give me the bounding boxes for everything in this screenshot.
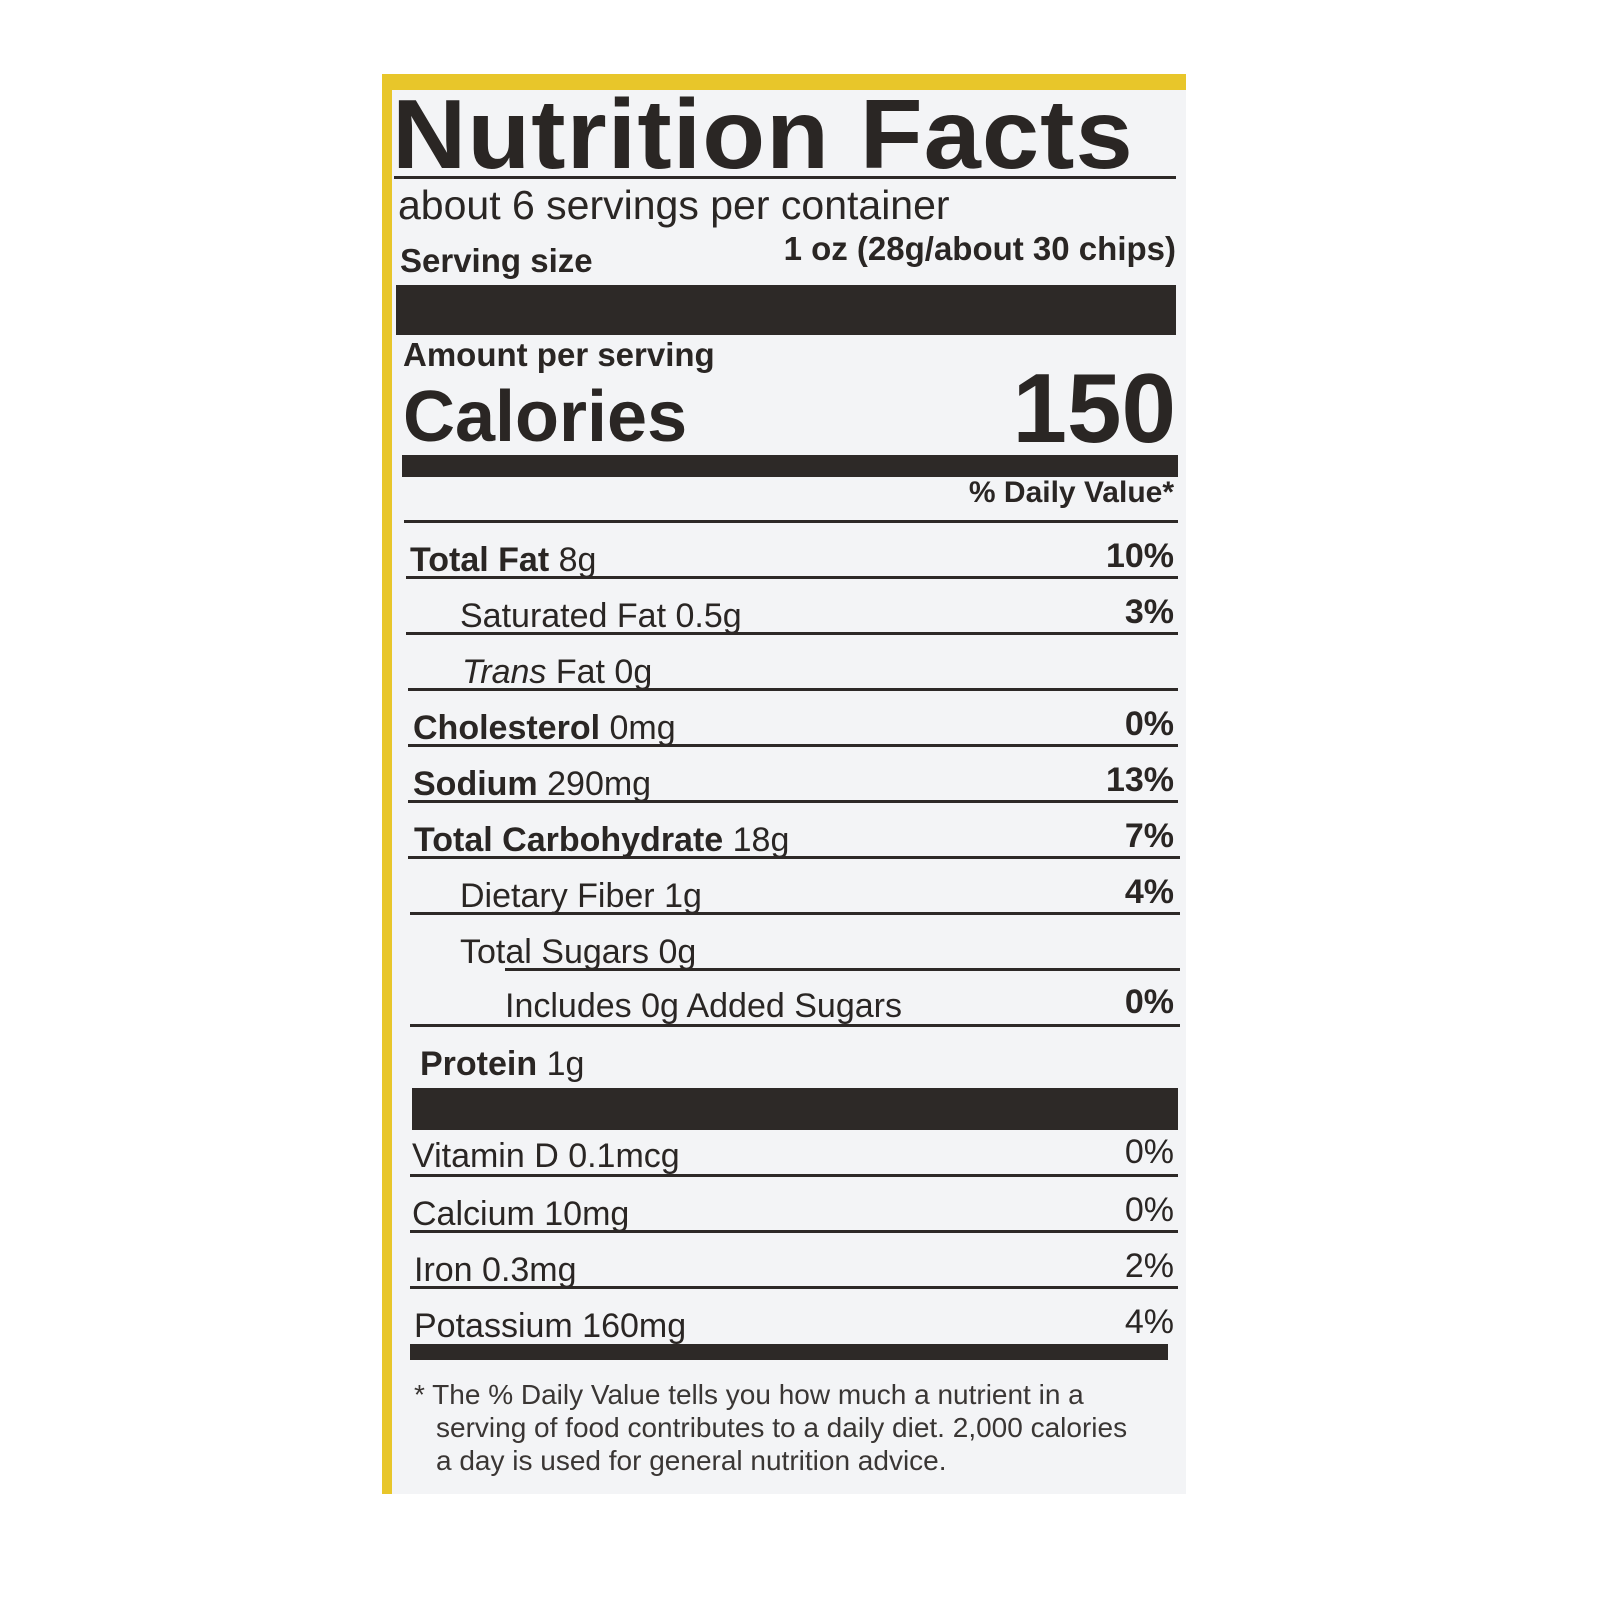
nutrient-row-cholesterol: Cholesterol 0mg 0% — [413, 705, 1174, 747]
daily-value-header: % Daily Value* — [968, 476, 1174, 509]
serving-size-label: Serving size — [400, 242, 593, 279]
divider — [394, 176, 1176, 179]
nutrient-row-total-fat: Total Fat 8g 10% — [410, 537, 1174, 579]
label-title: Nutrition Facts — [392, 79, 1134, 189]
thick-bar — [412, 1088, 1178, 1130]
footnote: * The % Daily Value tells you how much a… — [414, 1378, 1154, 1477]
nutrient-row-sodium: Sodium 290mg 13% — [413, 761, 1174, 803]
amount-per-serving: Amount per serving — [403, 336, 715, 373]
thick-bar — [396, 285, 1176, 335]
divider — [410, 1286, 1178, 1289]
package-yellow-edge-left — [382, 74, 392, 1494]
calories-label: Calories — [403, 377, 688, 457]
vitamin-row-calcium: Calcium 10mg 0% — [412, 1191, 1174, 1233]
divider — [410, 912, 1180, 915]
vitamin-row-iron: Iron 0.3mg 2% — [414, 1247, 1174, 1289]
footnote-line: * The % Daily Value tells you how much a… — [414, 1379, 1084, 1410]
divider — [406, 632, 1178, 635]
divider — [505, 968, 1180, 971]
nutrient-row-saturated-fat: Saturated Fat 0.5g 3% — [460, 593, 1174, 635]
divider — [410, 1024, 1180, 1027]
nutrient-row-trans-fat: Trans Fat 0g — [462, 653, 653, 691]
serving-size-value: 1 oz (28g/about 30 chips) — [783, 230, 1176, 267]
vitamin-row-vitamin-d: Vitamin D 0.1mcg 0% — [412, 1133, 1174, 1175]
divider — [408, 856, 1180, 859]
footnote-line: serving of food contributes to a daily d… — [436, 1412, 1128, 1443]
nutrient-row-dietary-fiber: Dietary Fiber 1g 4% — [460, 873, 1174, 915]
divider — [410, 1174, 1178, 1177]
divider — [408, 800, 1178, 803]
nutrient-row-total-sugars: Total Sugars 0g — [460, 933, 697, 971]
medium-bar — [410, 1344, 1168, 1360]
divider — [408, 744, 1178, 747]
divider — [404, 520, 1178, 523]
divider — [410, 1230, 1178, 1233]
nutrient-row-total-carbohydrate: Total Carbohydrate 18g 7% — [414, 817, 1174, 859]
medium-bar — [402, 455, 1178, 477]
calories-value: 150 — [1012, 353, 1176, 463]
vitamin-row-potassium: Potassium 160mg 4% — [414, 1303, 1174, 1345]
nutrient-row-protein: Protein 1g — [420, 1045, 585, 1083]
nutrient-row-added-sugars: Includes 0g Added Sugars 0% — [505, 983, 1174, 1025]
footnote-line: a day is used for general nutrition advi… — [436, 1445, 947, 1476]
package-yellow-edge-top — [382, 74, 1186, 90]
servings-per-container: about 6 servings per container — [398, 182, 950, 228]
divider — [406, 576, 1178, 579]
divider — [408, 688, 1178, 691]
